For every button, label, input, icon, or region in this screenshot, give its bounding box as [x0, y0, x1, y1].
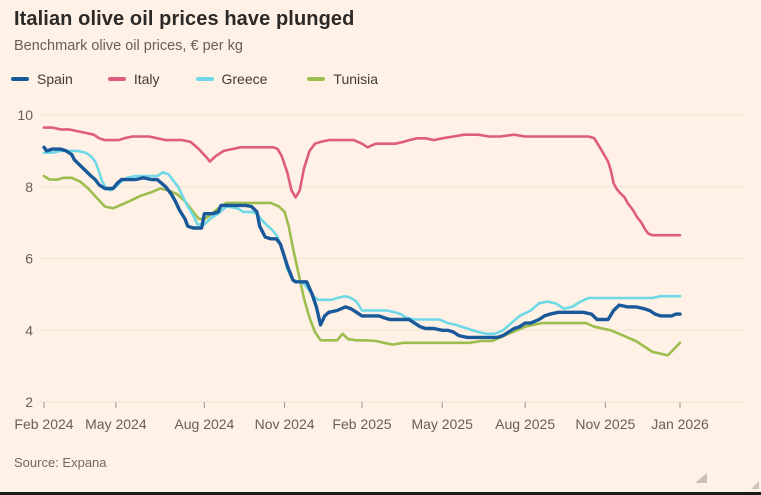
chart-subtitle: Benchmark olive oil prices, € per kg	[14, 38, 243, 54]
x-axis-label: Jan 2026	[651, 416, 709, 432]
source-note: Source: Expana	[14, 455, 107, 470]
legend: Spain Italy Greece Tunisia	[11, 70, 378, 88]
page-title: Italian olive oil prices have plunged	[14, 8, 355, 30]
legend-item-tunisia: Tunisia	[307, 71, 378, 87]
y-axis-label-4: 4	[25, 322, 33, 338]
bottom-edge-bar	[0, 492, 761, 495]
series-line-italy	[42, 126, 682, 237]
legend-label: Italy	[133, 71, 160, 87]
legend-item-greece: Greece	[195, 71, 268, 87]
greece-line-swatch	[195, 77, 214, 81]
italy-line-swatch	[107, 77, 126, 81]
x-axis-label: Aug 2025	[495, 416, 555, 432]
y-axis-label-10: 10	[17, 107, 33, 123]
x-axis-label: May 2024	[85, 416, 147, 432]
y-axis-label-6: 6	[25, 251, 33, 267]
x-axis-label: Nov 2024	[255, 416, 315, 432]
y-axis-label-2: 2	[25, 394, 33, 410]
x-axis-label: May 2025	[411, 416, 473, 432]
x-axis-label: Aug 2024	[174, 416, 234, 432]
spain-line-swatch	[11, 77, 29, 81]
legend-item-spain: Spain	[11, 71, 73, 87]
series-line-tunisia	[42, 174, 682, 357]
x-axis-label: Feb 2025	[332, 416, 391, 432]
legend-item-italy: Italy	[107, 71, 160, 87]
x-axis-label: Feb 2024	[14, 416, 73, 432]
legend-label: Spain	[37, 71, 73, 87]
legend-label: Tunisia	[333, 71, 379, 87]
legend-label: Greece	[221, 71, 268, 87]
y-axis-label-8: 8	[25, 179, 33, 195]
series-line-spain	[42, 145, 682, 340]
x-axis-label: Nov 2025	[575, 416, 635, 432]
tunisia-line-swatch	[307, 77, 326, 81]
